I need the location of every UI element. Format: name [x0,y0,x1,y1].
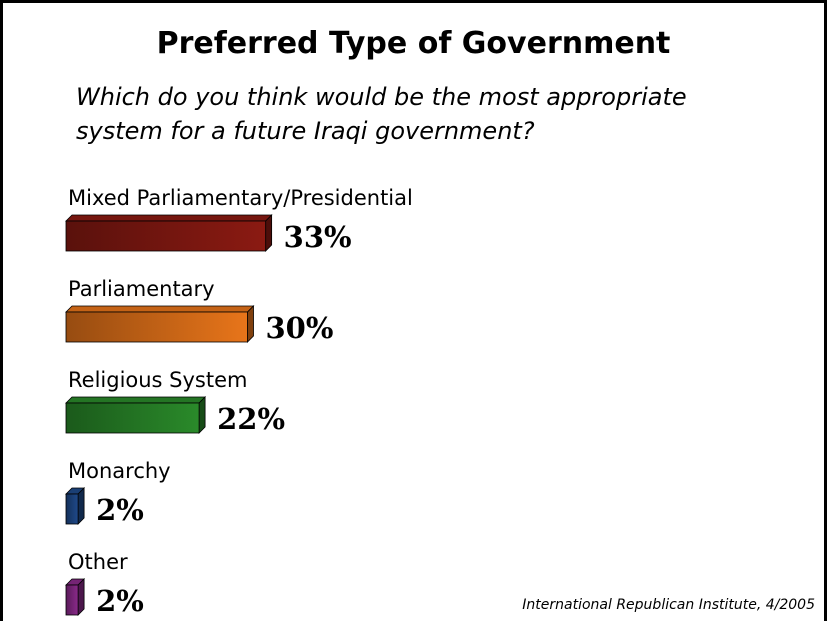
category-label: Parliamentary [68,277,215,301]
bar-side-face [265,214,273,252]
category-label: Other [68,550,128,574]
bar-top-face [65,214,273,222]
bar-side-face [198,396,206,434]
bar-top-face [65,305,255,313]
chart-question-line-1: Which do you think would be the most app… [76,83,687,111]
bar [65,584,79,616]
category-label: Religious System [68,368,247,392]
bar [65,311,248,343]
value-label: 22% [217,402,285,436]
bar [65,220,267,252]
value-label: 2% [96,584,144,618]
value-label: 30% [266,311,334,345]
bar-side-face [77,487,85,525]
bar [65,493,79,525]
bar-side-face [77,578,85,616]
chart-question: Which do you think would be the most app… [76,80,776,148]
chart-question-line-2: system for a future Iraqi government? [76,117,535,145]
bar [65,402,200,434]
bar-top-face [65,396,207,404]
bar-side-face [247,305,254,343]
value-label: 33% [284,220,352,254]
source-note: International Republican Institute, 4/20… [522,597,815,613]
category-label: Mixed Parliamentary/Presidential [68,186,413,210]
value-label: 2% [96,493,144,527]
category-label: Monarchy [68,459,171,483]
chart-title: Preferred Type of Government [156,26,671,61]
